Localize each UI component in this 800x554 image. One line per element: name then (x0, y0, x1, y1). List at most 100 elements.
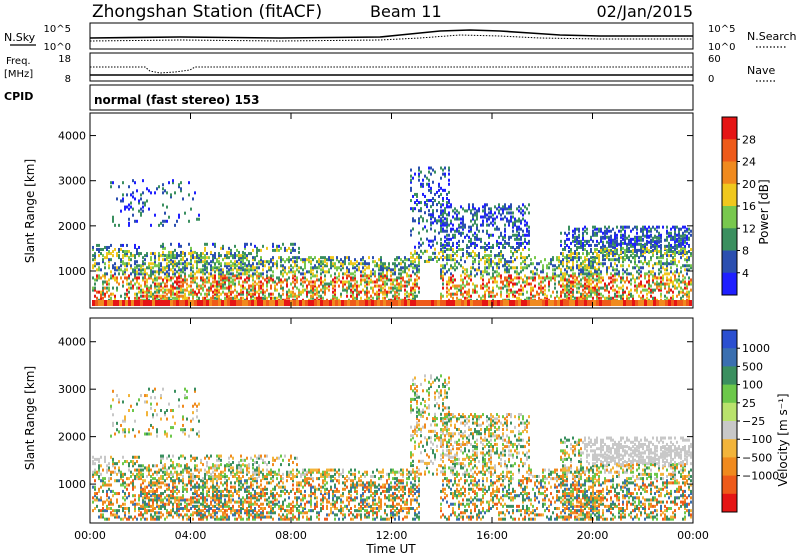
echo-cell (566, 264, 568, 268)
echo-cell (442, 215, 444, 219)
echo-cell (242, 300, 245, 306)
echo-cell (485, 300, 488, 306)
echo-cell (674, 300, 677, 306)
echo-cell (392, 286, 394, 290)
echo-cell (554, 264, 556, 268)
echo-cell (484, 268, 486, 272)
echo-cell (142, 205, 144, 209)
echo-cell (640, 270, 642, 274)
echo-cell (350, 288, 352, 292)
echo-cell (564, 245, 566, 249)
echo-cell (212, 268, 214, 272)
echo-cell (410, 229, 412, 233)
echo-cell (184, 288, 186, 292)
echo-cell (468, 239, 470, 243)
echo-cell (674, 244, 676, 248)
echo-cell (482, 282, 484, 286)
echo-cell (430, 257, 432, 261)
echo-cell (488, 211, 490, 215)
echo-cell (196, 286, 198, 290)
echo-cell (546, 272, 548, 276)
echo-cell (420, 182, 422, 186)
echo-cell (178, 294, 180, 298)
echo-cell (274, 288, 276, 292)
echo-cell (666, 264, 668, 268)
echo-cell (106, 254, 108, 258)
echo-cell (582, 296, 584, 300)
echo-cell (382, 262, 384, 266)
echo-cell (548, 266, 550, 270)
echo-cell (424, 249, 426, 253)
echo-cell (604, 296, 606, 300)
echo-cell (168, 278, 170, 282)
echo-cell (628, 242, 630, 246)
echo-cell (278, 278, 280, 282)
echo-cell (326, 286, 328, 290)
echo-cell (482, 221, 484, 225)
echo-cell (220, 276, 222, 280)
echo-cell (418, 231, 420, 235)
echo-cell (238, 282, 240, 286)
echo-cell (556, 290, 558, 294)
echo-cell (228, 290, 230, 294)
echo-cell (270, 260, 272, 264)
echo-cell (192, 292, 194, 296)
echo-cell (620, 239, 622, 243)
echo-cell (420, 209, 422, 213)
echo-cell (594, 256, 596, 260)
echo-cell (342, 264, 344, 268)
echo-cell (406, 290, 408, 294)
echo-cell (366, 266, 368, 270)
echo-cell (478, 237, 480, 241)
echo-cell (462, 294, 464, 298)
echo-cell (194, 292, 196, 296)
echo-cell (664, 284, 666, 288)
echo-cell (150, 274, 152, 278)
echo-cell (558, 256, 560, 260)
echo-cell (280, 270, 282, 274)
echo-cell (94, 256, 96, 260)
echo-cell (448, 254, 450, 258)
echo-cell (268, 280, 270, 284)
echo-cell (200, 254, 202, 258)
echo-cell (604, 234, 606, 238)
echo-cell (266, 296, 268, 300)
echo-cell (94, 278, 96, 282)
echo-cell (634, 278, 636, 282)
echo-cell (228, 250, 230, 254)
echo-cell (154, 262, 156, 266)
echo-cell (294, 292, 296, 296)
echo-cell (214, 266, 216, 270)
echo-cell (666, 290, 668, 294)
echo-cell (144, 282, 146, 286)
echo-cell (532, 272, 534, 276)
echo-cell (674, 270, 676, 274)
echo-cell (456, 266, 458, 270)
echo-cell (430, 217, 432, 221)
echo-cell (604, 246, 606, 250)
echo-cell (356, 296, 358, 300)
echo-cell (556, 256, 558, 260)
echo-cell (120, 209, 122, 213)
echo-cell (622, 276, 624, 280)
echo-cell (420, 249, 422, 253)
echo-cell (278, 292, 280, 296)
echo-cell (638, 294, 640, 298)
echo-cell (678, 244, 680, 248)
echo-cell (452, 278, 454, 282)
echo-cell (686, 268, 688, 272)
echo-cell (386, 272, 388, 276)
echo-cell (422, 178, 424, 182)
echo-cell (354, 270, 356, 274)
echo-cell (106, 245, 108, 249)
echo-cell (602, 231, 604, 235)
echo-cell (594, 272, 596, 276)
echo-cell (246, 256, 248, 260)
echo-cell (644, 248, 646, 252)
echo-cell (362, 270, 364, 274)
echo-cell (310, 262, 312, 266)
echo-cell (252, 276, 254, 280)
echo-cell (672, 256, 674, 260)
echo-cell (478, 260, 480, 264)
echo-cell (448, 278, 450, 282)
